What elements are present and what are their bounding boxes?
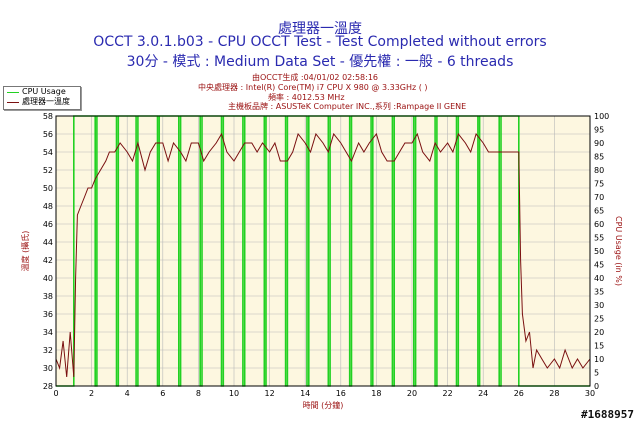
y-left-tick-label: 40 bbox=[43, 274, 53, 283]
y-right-tick-label: 90 bbox=[594, 139, 604, 148]
x-tick-label: 28 bbox=[549, 389, 559, 398]
x-tick-label: 20 bbox=[407, 389, 417, 398]
info-generated: 由OCCT生成 :04/01/02 02:58:16 bbox=[252, 73, 378, 82]
x-tick-label: 14 bbox=[300, 389, 310, 398]
y-right-tick-label: 80 bbox=[594, 166, 604, 175]
y-axis-label-left: 溫度 (攝氏) bbox=[20, 231, 30, 272]
y-right-tick-label: 95 bbox=[594, 126, 604, 135]
x-tick-label: 2 bbox=[89, 389, 94, 398]
info-frequency: 頻率 : 4012.53 MHz bbox=[268, 93, 345, 102]
chart-subtitle-test: OCCT 3.0.1.b03 - CPU OCCT Test - Test Co… bbox=[93, 34, 547, 50]
y-axis-label-right: CPU Usage (in %) bbox=[614, 216, 623, 286]
chart-title: 處理器一溫度 bbox=[278, 21, 362, 37]
y-left-tick-label: 54 bbox=[43, 148, 53, 157]
y-left-tick-label: 52 bbox=[43, 166, 53, 175]
y-right-tick-label: 70 bbox=[594, 193, 604, 202]
legend-item-temperature: 處理器一溫度 bbox=[4, 97, 80, 107]
y-left-tick-label: 42 bbox=[43, 256, 53, 265]
series-line-temperature bbox=[55, 132, 591, 378]
chart-legend: CPU Usage 處理器一溫度 bbox=[3, 86, 81, 110]
y-right-tick-label: 50 bbox=[594, 247, 604, 256]
x-tick-label: 4 bbox=[125, 389, 130, 398]
x-tick-label: 8 bbox=[196, 389, 201, 398]
x-tick-label: 12 bbox=[265, 389, 275, 398]
y-left-tick-label: 32 bbox=[43, 346, 53, 355]
y-right-tick-label: 5 bbox=[594, 369, 599, 378]
x-tick-label: 22 bbox=[443, 389, 453, 398]
plot-border bbox=[55, 115, 591, 387]
y-left-tick-label: 46 bbox=[43, 220, 53, 229]
y-right-tick-label: 75 bbox=[594, 180, 604, 189]
y-right-tick-label: 20 bbox=[594, 328, 604, 337]
y-right-tick-label: 25 bbox=[594, 315, 604, 324]
y-left-tick-label: 58 bbox=[43, 112, 53, 121]
y-right-tick-label: 0 bbox=[594, 382, 599, 391]
legend-label-temperature: 處理器一溫度 bbox=[22, 97, 70, 106]
info-motherboard: 主機板品牌 : ASUSTeK Computer INC.,系列 :Rampag… bbox=[228, 102, 467, 111]
y-left-tick-label: 34 bbox=[43, 328, 53, 337]
y-right-tick-label: 100 bbox=[594, 112, 609, 121]
chart-subtitle-mode: 30分 - 模式 : Medium Data Set - 優先權 : 一般 - … bbox=[126, 54, 514, 70]
x-tick-label: 30 bbox=[585, 389, 595, 398]
watermark: #1688957 bbox=[581, 408, 634, 421]
y-left-tick-label: 30 bbox=[43, 364, 53, 373]
legend-swatch-cpu-usage bbox=[7, 92, 19, 93]
x-tick-label: 10 bbox=[229, 389, 239, 398]
y-right-tick-label: 60 bbox=[594, 220, 604, 229]
y-right-tick-label: 55 bbox=[594, 234, 604, 243]
y-right-tick-label: 35 bbox=[594, 288, 604, 297]
y-left-tick-label: 44 bbox=[43, 238, 53, 247]
y-right-tick-label: 85 bbox=[594, 153, 604, 162]
info-cpu: 中央處理器 : Intel(R) Core(TM) i7 CPU X 980 @… bbox=[198, 83, 428, 92]
y-left-tick-label: 28 bbox=[43, 382, 53, 391]
y-left-tick-label: 50 bbox=[43, 184, 53, 193]
x-tick-label: 6 bbox=[160, 389, 165, 398]
x-tick-label: 24 bbox=[478, 389, 488, 398]
x-tick-label: 16 bbox=[336, 389, 346, 398]
y-right-tick-label: 40 bbox=[594, 274, 604, 283]
x-tick-label: 26 bbox=[514, 389, 524, 398]
y-right-tick-label: 30 bbox=[594, 301, 604, 310]
y-right-tick-label: 45 bbox=[594, 261, 604, 270]
legend-item-cpu-usage: CPU Usage bbox=[4, 87, 80, 97]
x-tick-label: 18 bbox=[371, 389, 381, 398]
y-left-tick-label: 38 bbox=[43, 292, 53, 301]
legend-label-cpu-usage: CPU Usage bbox=[22, 87, 66, 96]
y-left-tick-label: 48 bbox=[43, 202, 53, 211]
x-axis-label: 時間 (分鐘) bbox=[303, 400, 344, 410]
y-right-tick-label: 10 bbox=[594, 355, 604, 364]
legend-swatch-temperature bbox=[7, 102, 19, 103]
y-left-tick-label: 36 bbox=[43, 310, 53, 319]
x-tick-label: 0 bbox=[53, 389, 58, 398]
y-left-tick-label: 56 bbox=[43, 130, 53, 139]
y-right-tick-label: 65 bbox=[594, 207, 604, 216]
y-right-tick-label: 15 bbox=[594, 342, 604, 351]
